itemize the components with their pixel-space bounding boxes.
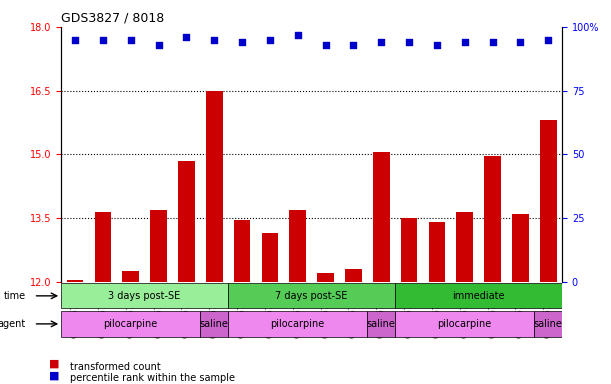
Bar (233, 220, 251, 282)
Text: ■: ■ (49, 359, 59, 369)
Point (516, 39, 525, 45)
Point (404, 39, 414, 45)
FancyBboxPatch shape (228, 283, 395, 308)
Point (70, 36, 80, 43)
Bar (484, 157, 501, 282)
Point (265, 36, 275, 43)
Point (98, 36, 108, 43)
FancyBboxPatch shape (61, 283, 228, 308)
Point (348, 41, 358, 48)
Bar (428, 222, 445, 282)
FancyBboxPatch shape (228, 311, 367, 336)
Point (181, 34, 191, 40)
Bar (317, 273, 334, 282)
Text: saline: saline (200, 319, 229, 329)
Bar (178, 161, 195, 282)
Bar (540, 120, 557, 282)
Text: transformed count: transformed count (70, 362, 161, 372)
Point (432, 41, 442, 48)
Text: GDS3827 / 8018: GDS3827 / 8018 (61, 11, 164, 24)
Text: 7 days post-SE: 7 days post-SE (276, 291, 348, 301)
Point (376, 39, 386, 45)
Text: saline: saline (367, 319, 396, 329)
Bar (262, 233, 278, 282)
Bar (512, 214, 529, 282)
Point (321, 41, 331, 48)
Text: 3 days post-SE: 3 days post-SE (109, 291, 181, 301)
Bar (122, 271, 139, 282)
Point (126, 36, 136, 43)
Bar (290, 210, 306, 282)
Text: pilocarpine: pilocarpine (437, 319, 492, 329)
FancyBboxPatch shape (200, 311, 228, 336)
Text: ■: ■ (49, 370, 59, 380)
Text: saline: saline (534, 319, 563, 329)
Text: immediate: immediate (452, 291, 505, 301)
Bar (67, 280, 83, 282)
Point (488, 39, 497, 45)
Bar (95, 212, 111, 282)
FancyBboxPatch shape (367, 311, 395, 336)
Bar (456, 212, 473, 282)
Text: time: time (4, 291, 26, 301)
Point (543, 36, 553, 43)
Point (237, 39, 247, 45)
FancyBboxPatch shape (534, 311, 562, 336)
Text: pilocarpine: pilocarpine (103, 319, 158, 329)
Point (210, 36, 219, 43)
Bar (401, 218, 417, 282)
Text: pilocarpine: pilocarpine (271, 319, 325, 329)
Point (460, 39, 470, 45)
Point (293, 31, 302, 38)
FancyBboxPatch shape (61, 311, 200, 336)
Text: agent: agent (0, 319, 26, 329)
FancyBboxPatch shape (395, 283, 562, 308)
FancyBboxPatch shape (395, 311, 534, 336)
Bar (150, 210, 167, 282)
Bar (373, 152, 390, 282)
Bar (206, 91, 222, 282)
Point (153, 41, 163, 48)
Text: percentile rank within the sample: percentile rank within the sample (70, 373, 235, 383)
Bar (345, 269, 362, 282)
